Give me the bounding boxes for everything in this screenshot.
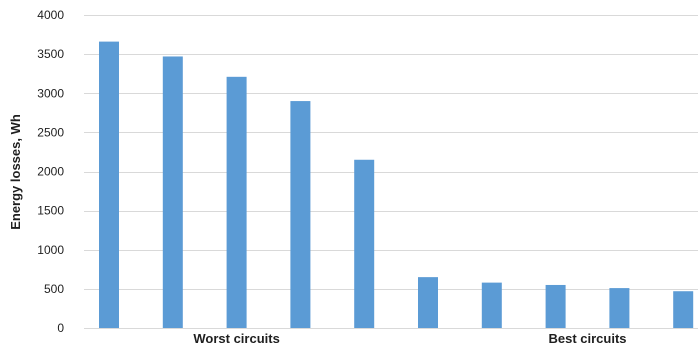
bar (418, 277, 438, 328)
y-tick-label: 1000 (37, 243, 64, 257)
y-tick-label: 500 (44, 282, 64, 296)
bar (290, 101, 311, 328)
x-group-label: Best circuits (548, 331, 626, 346)
bar (481, 282, 502, 328)
y-tick-label: 0 (57, 321, 64, 335)
y-tick-label: 3500 (37, 47, 64, 61)
bar (609, 288, 630, 328)
bar (545, 284, 566, 328)
y-tick-label: 2500 (37, 125, 64, 139)
bars (99, 41, 694, 328)
bar (354, 159, 375, 328)
bar (99, 41, 119, 328)
y-tick-label: 3000 (37, 86, 64, 100)
bar (673, 291, 694, 328)
bar (226, 76, 247, 328)
x-group-labels: Worst circuits Best circuits (193, 331, 626, 346)
bar (162, 56, 183, 328)
gridlines (84, 15, 698, 329)
y-tick-labels: 0 500 1000 1500 2000 2500 3000 3500 4000 (37, 8, 64, 335)
y-tick-label: 4000 (37, 8, 64, 22)
y-axis-title: Energy losses, Wh (8, 114, 23, 230)
y-tick-label: 1500 (37, 204, 64, 218)
y-tick-label: 2000 (37, 165, 64, 179)
x-group-label: Worst circuits (193, 331, 279, 346)
